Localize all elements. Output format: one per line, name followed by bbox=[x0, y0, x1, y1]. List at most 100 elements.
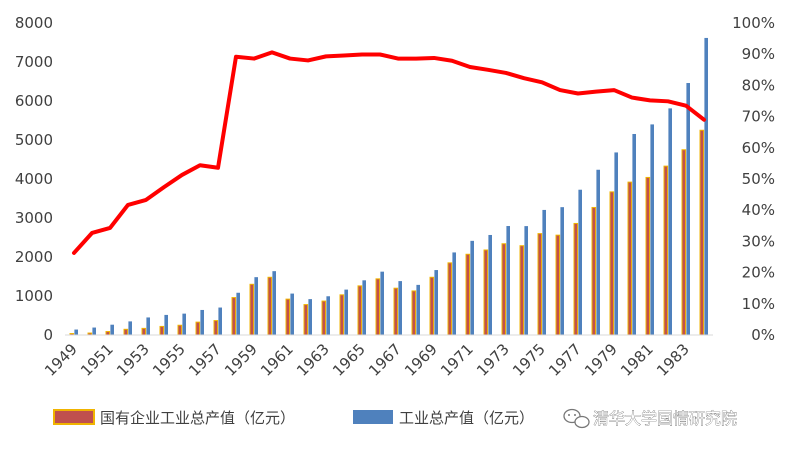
bars-layer bbox=[69, 37, 708, 336]
legend-label-state-owned: 国有企业工业总产值（亿元） bbox=[100, 409, 295, 427]
bar-total-1966 bbox=[380, 271, 384, 335]
bar-state-owned-1976 bbox=[555, 234, 561, 336]
bar-state-owned-1978 bbox=[591, 206, 597, 336]
bar-state-owned-1960 bbox=[267, 276, 273, 336]
bar-total-1951 bbox=[110, 324, 114, 335]
x-tick-label-1953: 1953 bbox=[113, 340, 153, 380]
bar-total-1974 bbox=[524, 226, 528, 335]
bar-total-1954 bbox=[164, 314, 168, 335]
bar-total-1957 bbox=[218, 307, 222, 335]
y-tick-label-8000: 8000 bbox=[15, 14, 53, 32]
bar-state-owned-1970 bbox=[447, 262, 453, 336]
x-tick-label-1977: 1977 bbox=[545, 340, 585, 380]
bar-total-1962 bbox=[308, 299, 312, 335]
x-tick-label-1983: 1983 bbox=[653, 340, 693, 380]
bar-state-owned-1967 bbox=[393, 287, 399, 336]
bar-state-owned-1981 bbox=[645, 176, 651, 336]
bar-state-owned-1982 bbox=[663, 165, 669, 336]
bar-state-owned-1955 bbox=[177, 324, 183, 336]
bar-total-1958 bbox=[236, 292, 240, 335]
legend-swatch-state-owned bbox=[53, 409, 95, 425]
bar-total-1950 bbox=[92, 327, 96, 335]
bar-total-1978 bbox=[596, 169, 600, 335]
bar-total-1963 bbox=[326, 296, 330, 335]
bar-state-owned-1979 bbox=[609, 191, 615, 336]
bar-total-1982 bbox=[668, 108, 672, 336]
y2-tick-label-0: 0% bbox=[751, 326, 775, 344]
y2-tick-label-100: 100% bbox=[732, 14, 775, 32]
y2-tick-label-40: 40% bbox=[742, 201, 775, 219]
bar-total-1961 bbox=[290, 293, 294, 335]
bar-total-1977 bbox=[578, 189, 582, 335]
bar-total-1960 bbox=[272, 271, 276, 335]
bar-total-1970 bbox=[452, 252, 456, 335]
y-tick-label-2000: 2000 bbox=[15, 248, 53, 266]
legend: 国有企业工业总产值（亿元） 工业总产值（亿元） bbox=[53, 409, 534, 427]
bar-state-owned-1959 bbox=[249, 283, 255, 336]
bar-state-owned-1963 bbox=[321, 300, 327, 336]
x-tick-label-1951: 1951 bbox=[77, 340, 117, 380]
bar-total-1968 bbox=[416, 284, 420, 335]
bar-state-owned-1964 bbox=[339, 294, 345, 336]
bar-total-1953 bbox=[146, 317, 150, 335]
bar-state-owned-1977 bbox=[573, 222, 579, 336]
bar-total-1965 bbox=[362, 280, 366, 335]
x-tick-label-1971: 1971 bbox=[437, 340, 477, 380]
x-tick-label-1973: 1973 bbox=[473, 340, 513, 380]
bar-state-owned-1972 bbox=[483, 249, 489, 336]
bar-total-1983 bbox=[686, 83, 690, 336]
bar-total-1971 bbox=[470, 240, 474, 335]
y-tick-label-3000: 3000 bbox=[15, 209, 53, 227]
bar-state-owned-1984 bbox=[699, 129, 705, 336]
bar-state-owned-1961 bbox=[285, 298, 291, 336]
y-tick-label-5000: 5000 bbox=[15, 131, 53, 149]
y2-tick-label-60: 60% bbox=[742, 139, 775, 157]
bar-total-1956 bbox=[200, 309, 204, 335]
x-tick-label-1959: 1959 bbox=[221, 340, 261, 380]
bar-state-owned-1983 bbox=[681, 149, 687, 336]
bar-state-owned-1969 bbox=[429, 276, 435, 336]
bar-state-owned-1971 bbox=[465, 253, 471, 336]
bar-total-1980 bbox=[632, 133, 636, 335]
y2-tick-label-20: 20% bbox=[742, 264, 775, 282]
y2-tick-label-70: 70% bbox=[742, 108, 775, 126]
bar-total-1949 bbox=[74, 329, 78, 335]
bar-state-owned-1975 bbox=[537, 233, 543, 336]
bar-total-1969 bbox=[434, 270, 438, 335]
bar-state-owned-1957 bbox=[213, 320, 219, 336]
bar-state-owned-1962 bbox=[303, 304, 309, 336]
x-tick-label-1975: 1975 bbox=[509, 340, 549, 380]
bar-state-owned-1954 bbox=[159, 325, 165, 336]
bar-total-1952 bbox=[128, 321, 132, 335]
x-tick-label-1949: 1949 bbox=[41, 340, 81, 380]
bar-state-owned-1953 bbox=[141, 327, 147, 336]
y2-tick-label-10: 10% bbox=[742, 295, 775, 313]
bar-total-1975 bbox=[542, 209, 546, 335]
legend-label-total: 工业总产值（亿元） bbox=[399, 409, 534, 427]
y-tick-label-6000: 6000 bbox=[15, 92, 53, 110]
y-tick-label-0: 0 bbox=[43, 326, 53, 344]
x-tick-label-1981: 1981 bbox=[617, 340, 657, 380]
y-tick-label-1000: 1000 bbox=[15, 287, 53, 305]
bar-total-1976 bbox=[560, 207, 564, 335]
x-tick-label-1965: 1965 bbox=[329, 340, 369, 380]
y2-tick-label-30: 30% bbox=[742, 232, 775, 250]
x-tick-label-1967: 1967 bbox=[365, 340, 405, 380]
bar-total-1973 bbox=[506, 226, 510, 335]
bar-state-owned-1974 bbox=[519, 245, 525, 336]
watermark-text: 清华大学国情研究院 bbox=[593, 409, 737, 428]
bar-total-1955 bbox=[182, 313, 186, 335]
y2-tick-label-90: 90% bbox=[742, 45, 775, 63]
bar-total-1964 bbox=[344, 289, 348, 335]
bar-state-owned-1958 bbox=[231, 297, 237, 336]
bar-state-owned-1951 bbox=[105, 331, 111, 336]
wechat-icon bbox=[563, 408, 590, 429]
bar-state-owned-1980 bbox=[627, 181, 633, 336]
legend-swatch-total bbox=[353, 410, 393, 424]
line-layer bbox=[72, 50, 706, 255]
bar-total-1984 bbox=[704, 37, 708, 335]
x-tick-label-1969: 1969 bbox=[401, 340, 441, 380]
x-tick-label-1961: 1961 bbox=[257, 340, 297, 380]
